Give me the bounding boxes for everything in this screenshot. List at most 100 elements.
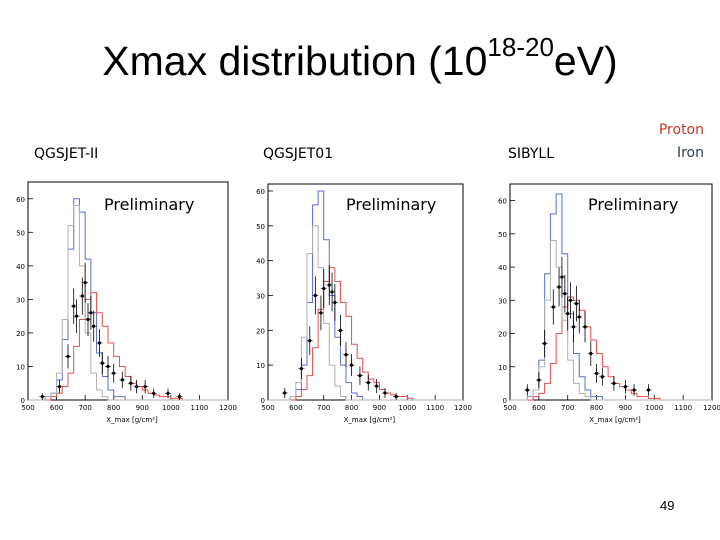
x-tick-label: 600	[532, 404, 545, 412]
data-point	[338, 328, 343, 332]
data-point	[563, 292, 567, 296]
x-tick-label: 900	[373, 404, 386, 412]
x-tick-label: 600	[289, 404, 302, 412]
y-tick-label: 60	[256, 188, 265, 196]
y-tick-label: 10	[16, 363, 25, 371]
series-proton	[268, 267, 463, 401]
x-tick-label: 800	[590, 404, 603, 412]
histogram-panel-2: 0 10 20 30 40 50 60 500 600 700 800 900 1000 1100 1200…	[256, 183, 472, 424]
data-point	[543, 341, 547, 346]
data-point	[557, 285, 561, 289]
data-point	[89, 311, 93, 315]
data-point	[322, 286, 326, 291]
data-point	[571, 325, 576, 329]
y-tick-label: 10	[498, 364, 507, 372]
legend-iron: Iron	[676, 145, 704, 161]
y-tick-label: 30	[256, 292, 265, 300]
y-tick-label: 10	[256, 362, 265, 370]
data-point	[394, 394, 398, 399]
title-superscript: 18-20	[487, 32, 554, 62]
data-point	[112, 371, 116, 375]
data-point	[525, 388, 529, 392]
data-point	[177, 395, 182, 399]
data-point	[589, 351, 593, 356]
preliminary-label: Preliminary	[104, 195, 194, 214]
y-tick-label: 50	[256, 223, 265, 231]
y-tick-label: 0	[261, 397, 265, 405]
y-tick-label: 30	[498, 297, 507, 305]
data-point	[97, 341, 102, 345]
series-helium-cno	[510, 239, 712, 401]
x-tick-label: 1100	[674, 404, 692, 412]
data-point	[594, 371, 599, 376]
data-point	[375, 384, 379, 388]
data-point	[283, 391, 287, 395]
x-axis-label: X_max [g/cm²]	[106, 416, 158, 424]
x-tick-label: 900	[136, 404, 149, 412]
x-tick-label: 1200	[219, 404, 237, 412]
data-point	[120, 378, 124, 382]
data-point	[92, 324, 96, 328]
data-point	[72, 304, 76, 308]
x-tick-label: 1200	[703, 404, 720, 412]
data-point	[100, 361, 104, 365]
data-point	[383, 391, 387, 395]
data-point	[143, 384, 147, 389]
x-tick-label: 900	[619, 404, 632, 412]
x-tick-label: 1000	[645, 404, 663, 412]
data-point	[134, 384, 139, 389]
page-number: 49	[660, 498, 675, 513]
y-tick-label: 20	[256, 327, 265, 335]
y-tick-label: 60	[498, 198, 507, 206]
y-tick-label: 0	[21, 397, 25, 405]
series-helium-cno	[268, 225, 463, 401]
x-tick-label: 1100	[191, 404, 209, 412]
x-tick-label: 1000	[162, 404, 180, 412]
x-tick-label: 1200	[454, 404, 472, 412]
y-tick-label: 60	[16, 196, 25, 204]
data-point	[129, 381, 133, 385]
data-point	[577, 315, 581, 319]
x-axis-label: X_max [g/cm²]	[589, 416, 641, 424]
y-tick-label: 30	[16, 296, 25, 304]
model-label-qgsjet01: QGSJET01	[263, 146, 334, 162]
data-point	[330, 290, 334, 294]
data-point	[537, 378, 541, 382]
y-tick-label: 50	[16, 229, 25, 237]
title-main: Xmax distribution (10	[102, 38, 488, 84]
x-tick-label: 1100	[426, 404, 444, 412]
y-tick-label: 20	[498, 331, 507, 339]
data-point	[566, 312, 570, 316]
data-point	[358, 374, 362, 378]
data-point	[583, 325, 587, 329]
data-point	[349, 363, 354, 367]
data-point	[344, 353, 348, 357]
x-tick-label: 700	[561, 404, 574, 412]
model-label-qgsjet-ii: QGSJET-II	[34, 146, 99, 162]
x-tick-label: 500	[503, 404, 516, 412]
y-tick-label: 20	[16, 330, 25, 338]
data-point	[569, 298, 573, 302]
slide-title: Xmax distribution (1018-20eV)	[0, 32, 720, 85]
data-point	[574, 302, 578, 306]
x-tick-label: 1000	[398, 404, 416, 412]
data-point	[57, 384, 62, 389]
x-tick-label: 500	[21, 404, 34, 412]
data-point	[560, 275, 564, 279]
plot-frame	[27, 181, 229, 401]
x-tick-label: 800	[345, 404, 358, 412]
data-point	[166, 391, 170, 395]
histogram-panel-3: 0 10 20 30 40 50 60 500 600 700 800 900 1000 1100 1200…	[498, 183, 720, 424]
x-tick-label: 700	[78, 404, 91, 412]
data-point	[106, 364, 110, 369]
series-helium-cno	[28, 204, 228, 401]
preliminary-label: Preliminary	[346, 195, 436, 214]
data-point	[308, 339, 312, 343]
data-point	[600, 375, 604, 379]
data-point	[612, 381, 616, 385]
data-point	[313, 293, 317, 298]
x-tick-label: 700	[317, 404, 330, 412]
data-point	[74, 314, 79, 318]
data-point	[299, 367, 304, 371]
